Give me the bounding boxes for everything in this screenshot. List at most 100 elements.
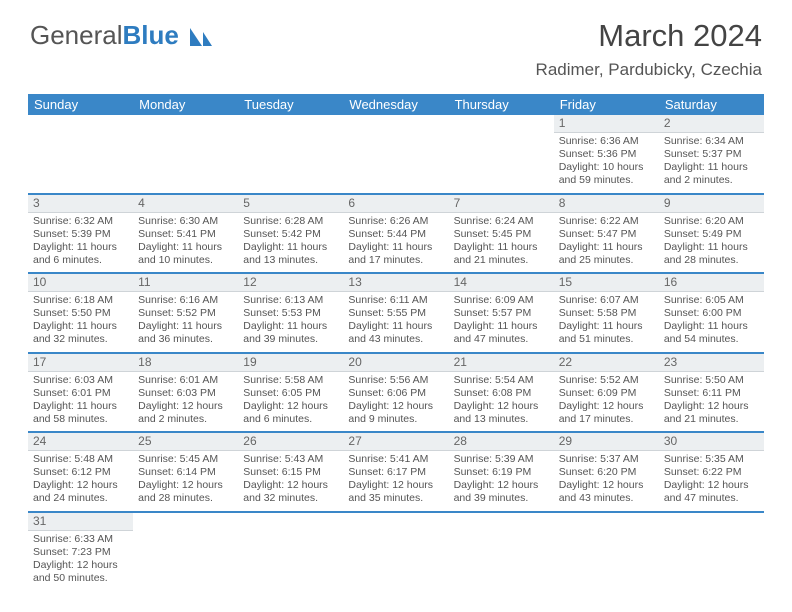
sunrise-text: Sunrise: 6:33 AM (33, 533, 128, 546)
daylight-text: Daylight: 11 hours and 25 minutes. (559, 241, 654, 267)
day-info: Sunrise: 5:54 AMSunset: 6:08 PMDaylight:… (449, 372, 554, 432)
empty-cell (343, 115, 448, 193)
sunrise-text: Sunrise: 5:56 AM (348, 374, 443, 387)
sunset-text: Sunset: 5:55 PM (348, 307, 443, 320)
sunrise-text: Sunrise: 6:11 AM (348, 294, 443, 307)
day-info: Sunrise: 5:58 AMSunset: 6:05 PMDaylight:… (238, 372, 343, 432)
sunrise-text: Sunrise: 5:39 AM (454, 453, 549, 466)
daylight-text: Daylight: 11 hours and 32 minutes. (33, 320, 128, 346)
day-number: 2 (659, 115, 764, 133)
daylight-text: Daylight: 12 hours and 43 minutes. (559, 479, 654, 505)
week-row: 3Sunrise: 6:32 AMSunset: 5:39 PMDaylight… (28, 195, 764, 275)
daylight-text: Daylight: 11 hours and 47 minutes. (454, 320, 549, 346)
daylight-text: Daylight: 12 hours and 9 minutes. (348, 400, 443, 426)
day-info: Sunrise: 6:20 AMSunset: 5:49 PMDaylight:… (659, 213, 764, 273)
daylight-text: Daylight: 10 hours and 59 minutes. (559, 161, 654, 187)
day-number: 19 (238, 354, 343, 372)
day-info: Sunrise: 6:24 AMSunset: 5:45 PMDaylight:… (449, 213, 554, 273)
calendar-grid: Sunday Monday Tuesday Wednesday Thursday… (28, 94, 764, 590)
daylight-text: Daylight: 12 hours and 35 minutes. (348, 479, 443, 505)
daylight-text: Daylight: 11 hours and 13 minutes. (243, 241, 338, 267)
day-number: 20 (343, 354, 448, 372)
day-info: Sunrise: 6:28 AMSunset: 5:42 PMDaylight:… (238, 213, 343, 273)
sunset-text: Sunset: 6:11 PM (664, 387, 759, 400)
day-cell: 3Sunrise: 6:32 AMSunset: 5:39 PMDaylight… (28, 195, 133, 273)
sunrise-text: Sunrise: 6:18 AM (33, 294, 128, 307)
empty-cell (659, 513, 764, 591)
daylight-text: Daylight: 11 hours and 58 minutes. (33, 400, 128, 426)
header: GeneralBlue March 2024 Radimer, Pardubic… (28, 18, 764, 90)
sunrise-text: Sunrise: 5:37 AM (559, 453, 654, 466)
day-cell: 5Sunrise: 6:28 AMSunset: 5:42 PMDaylight… (238, 195, 343, 273)
day-number: 12 (238, 274, 343, 292)
sunrise-text: Sunrise: 6:28 AM (243, 215, 338, 228)
sunset-text: Sunset: 5:50 PM (33, 307, 128, 320)
day-cell: 27Sunrise: 5:41 AMSunset: 6:17 PMDayligh… (343, 433, 448, 511)
sunset-text: Sunset: 5:39 PM (33, 228, 128, 241)
sunset-text: Sunset: 5:42 PM (243, 228, 338, 241)
sunset-text: Sunset: 6:05 PM (243, 387, 338, 400)
day-cell: 7Sunrise: 6:24 AMSunset: 5:45 PMDaylight… (449, 195, 554, 273)
day-number: 15 (554, 274, 659, 292)
week-row: 10Sunrise: 6:18 AMSunset: 5:50 PMDayligh… (28, 274, 764, 354)
sunrise-text: Sunrise: 5:50 AM (664, 374, 759, 387)
sunset-text: Sunset: 6:17 PM (348, 466, 443, 479)
day-number: 29 (554, 433, 659, 451)
day-number: 13 (343, 274, 448, 292)
day-info: Sunrise: 5:43 AMSunset: 6:15 PMDaylight:… (238, 451, 343, 511)
brand-logo: GeneralBlue (30, 20, 214, 51)
day-info: Sunrise: 6:13 AMSunset: 5:53 PMDaylight:… (238, 292, 343, 352)
sunrise-text: Sunrise: 6:16 AM (138, 294, 233, 307)
sunrise-text: Sunrise: 6:07 AM (559, 294, 654, 307)
day-number: 16 (659, 274, 764, 292)
day-number: 18 (133, 354, 238, 372)
day-header: Thursday (449, 94, 554, 115)
day-header: Monday (133, 94, 238, 115)
day-header: Saturday (659, 94, 764, 115)
sunrise-text: Sunrise: 5:43 AM (243, 453, 338, 466)
sunrise-text: Sunrise: 5:45 AM (138, 453, 233, 466)
day-info: Sunrise: 5:50 AMSunset: 6:11 PMDaylight:… (659, 372, 764, 432)
day-number: 17 (28, 354, 133, 372)
sunrise-text: Sunrise: 6:24 AM (454, 215, 549, 228)
daylight-text: Daylight: 11 hours and 43 minutes. (348, 320, 443, 346)
empty-cell (28, 115, 133, 193)
day-cell: 12Sunrise: 6:13 AMSunset: 5:53 PMDayligh… (238, 274, 343, 352)
sunset-text: Sunset: 6:15 PM (243, 466, 338, 479)
sunset-text: Sunset: 5:44 PM (348, 228, 443, 241)
day-info: Sunrise: 5:35 AMSunset: 6:22 PMDaylight:… (659, 451, 764, 511)
day-info: Sunrise: 5:45 AMSunset: 6:14 PMDaylight:… (133, 451, 238, 511)
sunrise-text: Sunrise: 5:54 AM (454, 374, 549, 387)
day-info: Sunrise: 6:18 AMSunset: 5:50 PMDaylight:… (28, 292, 133, 352)
sunset-text: Sunset: 6:19 PM (454, 466, 549, 479)
empty-cell (449, 115, 554, 193)
day-cell: 16Sunrise: 6:05 AMSunset: 6:00 PMDayligh… (659, 274, 764, 352)
day-number: 1 (554, 115, 659, 133)
day-cell: 29 Sunrise: 5:37 AMSunset: 6:20 PMDayligh… (554, 433, 659, 511)
day-number: 9 (659, 195, 764, 213)
daylight-text: Daylight: 11 hours and 10 minutes. (138, 241, 233, 267)
sunset-text: Sunset: 6:20 PM (559, 466, 654, 479)
day-cell: 31Sunrise: 6:33 AMSunset: 7:23 PMDayligh… (28, 513, 133, 591)
day-info: Sunrise: 6:07 AMSunset: 5:58 PMDaylight:… (554, 292, 659, 352)
empty-cell (449, 513, 554, 591)
day-info: Sunrise: 6:30 AMSunset: 5:41 PMDaylight:… (133, 213, 238, 273)
day-info: Sunrise: 6:34 AMSunset: 5:37 PMDaylight:… (659, 133, 764, 193)
sunset-text: Sunset: 7:23 PM (33, 546, 128, 559)
sunset-text: Sunset: 5:36 PM (559, 148, 654, 161)
day-info: Sunrise: 6:33 AMSunset: 7:23 PMDaylight:… (28, 531, 133, 591)
daylight-text: Daylight: 11 hours and 2 minutes. (664, 161, 759, 187)
sunset-text: Sunset: 5:47 PM (559, 228, 654, 241)
daylight-text: Daylight: 11 hours and 28 minutes. (664, 241, 759, 267)
day-header: Sunday (28, 94, 133, 115)
day-cell: 8Sunrise: 6:22 AMSunset: 5:47 PMDaylight… (554, 195, 659, 273)
sunset-text: Sunset: 5:49 PM (664, 228, 759, 241)
sunrise-text: Sunrise: 6:20 AM (664, 215, 759, 228)
daylight-text: Daylight: 11 hours and 6 minutes. (33, 241, 128, 267)
day-number: 10 (28, 274, 133, 292)
day-info: Sunrise: 6:26 AMSunset: 5:44 PMDaylight:… (343, 213, 448, 273)
brand-part2: Blue (123, 20, 179, 50)
sunset-text: Sunset: 5:58 PM (559, 307, 654, 320)
sunrise-text: Sunrise: 6:22 AM (559, 215, 654, 228)
week-row: 1Sunrise: 6:36 AMSunset: 5:36 PMDaylight… (28, 115, 764, 195)
